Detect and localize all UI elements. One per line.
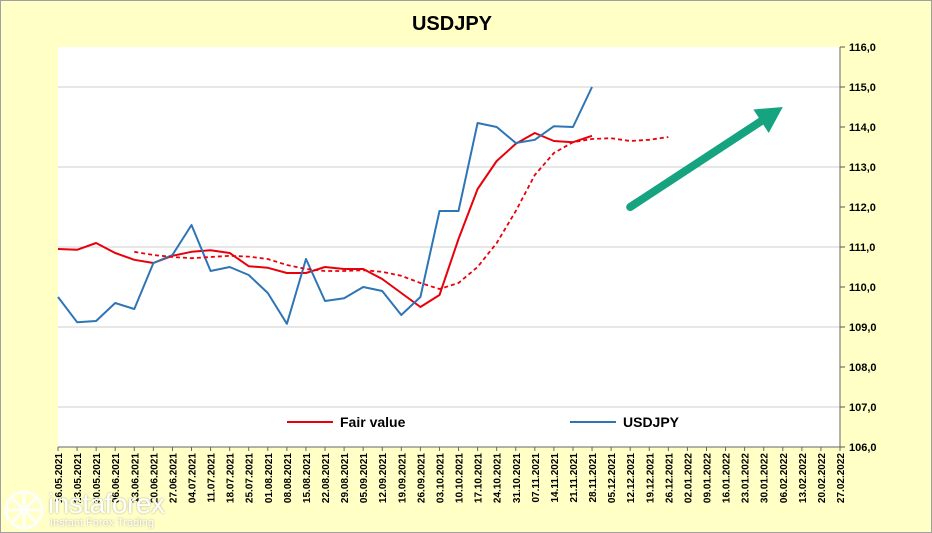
x-tick-label: 27.06.2021 (168, 453, 179, 503)
x-tick-label: 05.09.2021 (359, 453, 370, 503)
x-tick-label: 16.01.2022 (722, 453, 733, 503)
x-tick-label: 06.06.2021 (111, 453, 122, 503)
x-tick-label: 29.08.2021 (340, 453, 351, 503)
x-tick-label: 26.09.2021 (416, 453, 427, 503)
y-tick-label: 109,0 (849, 322, 877, 334)
x-tick-label: 08.08.2021 (283, 453, 294, 503)
trend-arrow-head (753, 107, 783, 133)
legend-label: Fair value (340, 414, 406, 430)
x-tick-label: 09.01.2022 (702, 453, 713, 503)
series-line-fair-value (57, 132, 593, 308)
x-tick-label: 19.09.2021 (397, 453, 408, 503)
x-tick-label: 24.10.2021 (493, 453, 504, 503)
x-tick-label: 13.02.2022 (798, 453, 809, 503)
x-tick-label: 15.08.2021 (302, 453, 313, 503)
x-tick-label: 19.12.2021 (645, 453, 656, 503)
x-tick-label: 27.02.2022 (836, 453, 847, 503)
series-line-usdjpy (57, 86, 593, 325)
y-tick-label: 106,0 (849, 442, 877, 454)
x-tick-label: 21.11.2021 (569, 453, 580, 503)
watermark-tagline: Instant Forex Trading (50, 517, 154, 529)
series-line-dashed-2 (134, 136, 669, 290)
x-tick-label: 20.02.2022 (817, 453, 828, 503)
x-tick-label: 30.01.2022 (760, 453, 771, 503)
x-tick-label: 31.10.2021 (512, 453, 523, 503)
trend-arrow-shaft (626, 117, 766, 211)
x-tick-label: 25.07.2021 (245, 453, 256, 503)
x-tick-label: 26.12.2021 (664, 453, 675, 503)
x-tick-label: 12.12.2021 (626, 453, 637, 503)
y-tick-label: 107,0 (849, 402, 877, 414)
y-tick-label: 116,0 (849, 42, 876, 54)
y-tick-label: 108,0 (849, 362, 877, 374)
x-tick-label: 12.09.2021 (378, 453, 389, 503)
legend-label: USDJPY (623, 414, 680, 430)
x-tick-label: 13.06.2021 (130, 453, 141, 503)
x-tick-label: 07.11.2021 (531, 453, 542, 503)
x-tick-label: 02.01.2022 (683, 453, 694, 503)
x-tick-label: 30.05.2021 (92, 453, 103, 503)
x-tick-label: 18.07.2021 (226, 453, 237, 503)
x-tick-label: 03.10.2021 (435, 453, 446, 503)
x-tick-label: 17.10.2021 (474, 453, 485, 503)
watermark-name: instaforex (48, 488, 165, 519)
x-tick-label: 04.07.2021 (188, 453, 199, 503)
y-tick-label: 114,0 (849, 122, 876, 134)
x-tick-label: 01.08.2021 (264, 453, 275, 503)
x-tick-label: 23.01.2022 (741, 453, 752, 503)
x-tick-label: 23.05.2021 (73, 453, 84, 503)
y-tick-label: 110,0 (849, 282, 876, 294)
instaforex-logo-icon (4, 490, 44, 530)
x-tick-label: 28.11.2021 (588, 453, 599, 503)
y-tick-label: 111,0 (849, 242, 875, 254)
x-tick-label: 06.02.2022 (779, 453, 790, 503)
chart-title: USDJPY (412, 13, 493, 35)
x-tick-label: 20.06.2021 (149, 453, 160, 503)
x-tick-label: 14.11.2021 (550, 453, 561, 503)
x-tick-label: 10.10.2021 (455, 453, 466, 503)
y-tick-label: 115,0 (849, 82, 876, 94)
x-tick-label: 22.08.2021 (321, 453, 332, 503)
instaforex-watermark: instaforex Instant Forex Trading (2, 486, 182, 532)
x-tick-label: 11.07.2021 (207, 453, 218, 503)
x-tick-label: 16.05.2021 (54, 453, 65, 503)
x-tick-label: 05.12.2021 (607, 453, 618, 503)
y-tick-label: 113,0 (849, 162, 876, 174)
y-tick-label: 112,0 (849, 202, 876, 214)
